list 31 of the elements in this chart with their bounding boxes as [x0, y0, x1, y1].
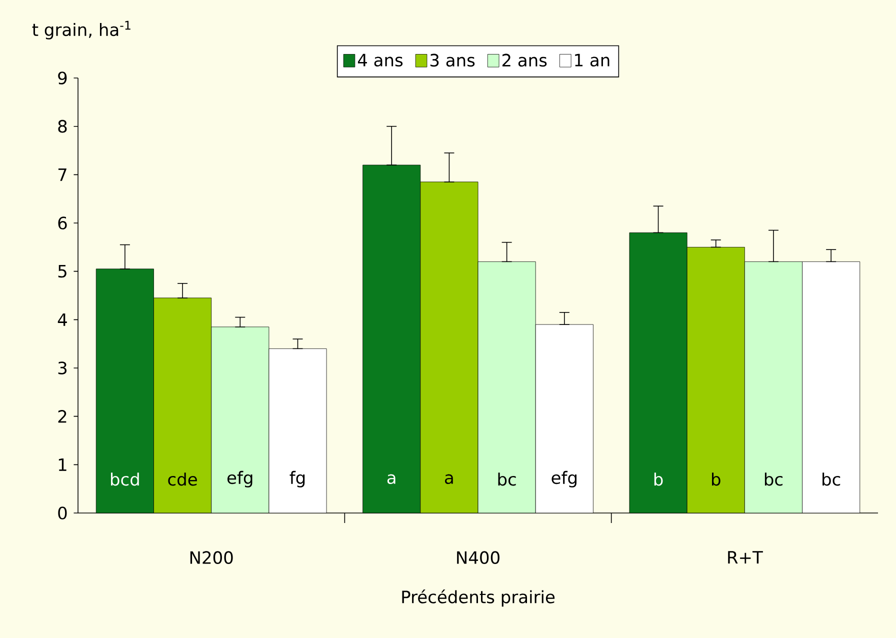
annotation: bc [764, 472, 782, 486]
annotation: efg [227, 470, 252, 488]
legend-label: 4 ans [358, 54, 403, 67]
annotation: b [712, 472, 720, 486]
y-tick-label: 1 [58, 458, 66, 471]
x-tick-label: R+T [728, 551, 763, 564]
y-tick-label: 2 [58, 410, 66, 423]
y-tick-label: 6 [58, 216, 67, 230]
annotation: b [654, 472, 663, 486]
x-axis-title: Précédents prairie [402, 590, 555, 607]
annotation: efg [552, 470, 576, 488]
annotation: bc [498, 472, 516, 486]
legend-label: 1 an [575, 54, 610, 67]
legend-label: 2 ans [502, 54, 547, 67]
legend-label: 3 ans [430, 54, 475, 67]
annotation: cde [168, 472, 197, 486]
x-tick-label: N200 [190, 551, 233, 564]
annotation: bcd [111, 472, 139, 486]
y-tick-label: 5 [58, 265, 66, 278]
y-tick-label: 8 [58, 120, 67, 133]
annotation: bc [822, 472, 840, 486]
y-tick-label: 0 [58, 506, 67, 520]
y-axis-title: t grain, ha$^{-1}$ [32, 20, 130, 40]
annotation: a [445, 474, 453, 484]
y-tick-label: 9 [58, 72, 67, 84]
y-tick-label: 3 [58, 362, 67, 374]
x-tick-label: N400 [457, 551, 500, 564]
y-tick-label: 4 [58, 313, 67, 326]
annotation: a [387, 474, 396, 484]
annotation: fg [290, 470, 305, 488]
y-tick-label: 7 [58, 168, 66, 181]
